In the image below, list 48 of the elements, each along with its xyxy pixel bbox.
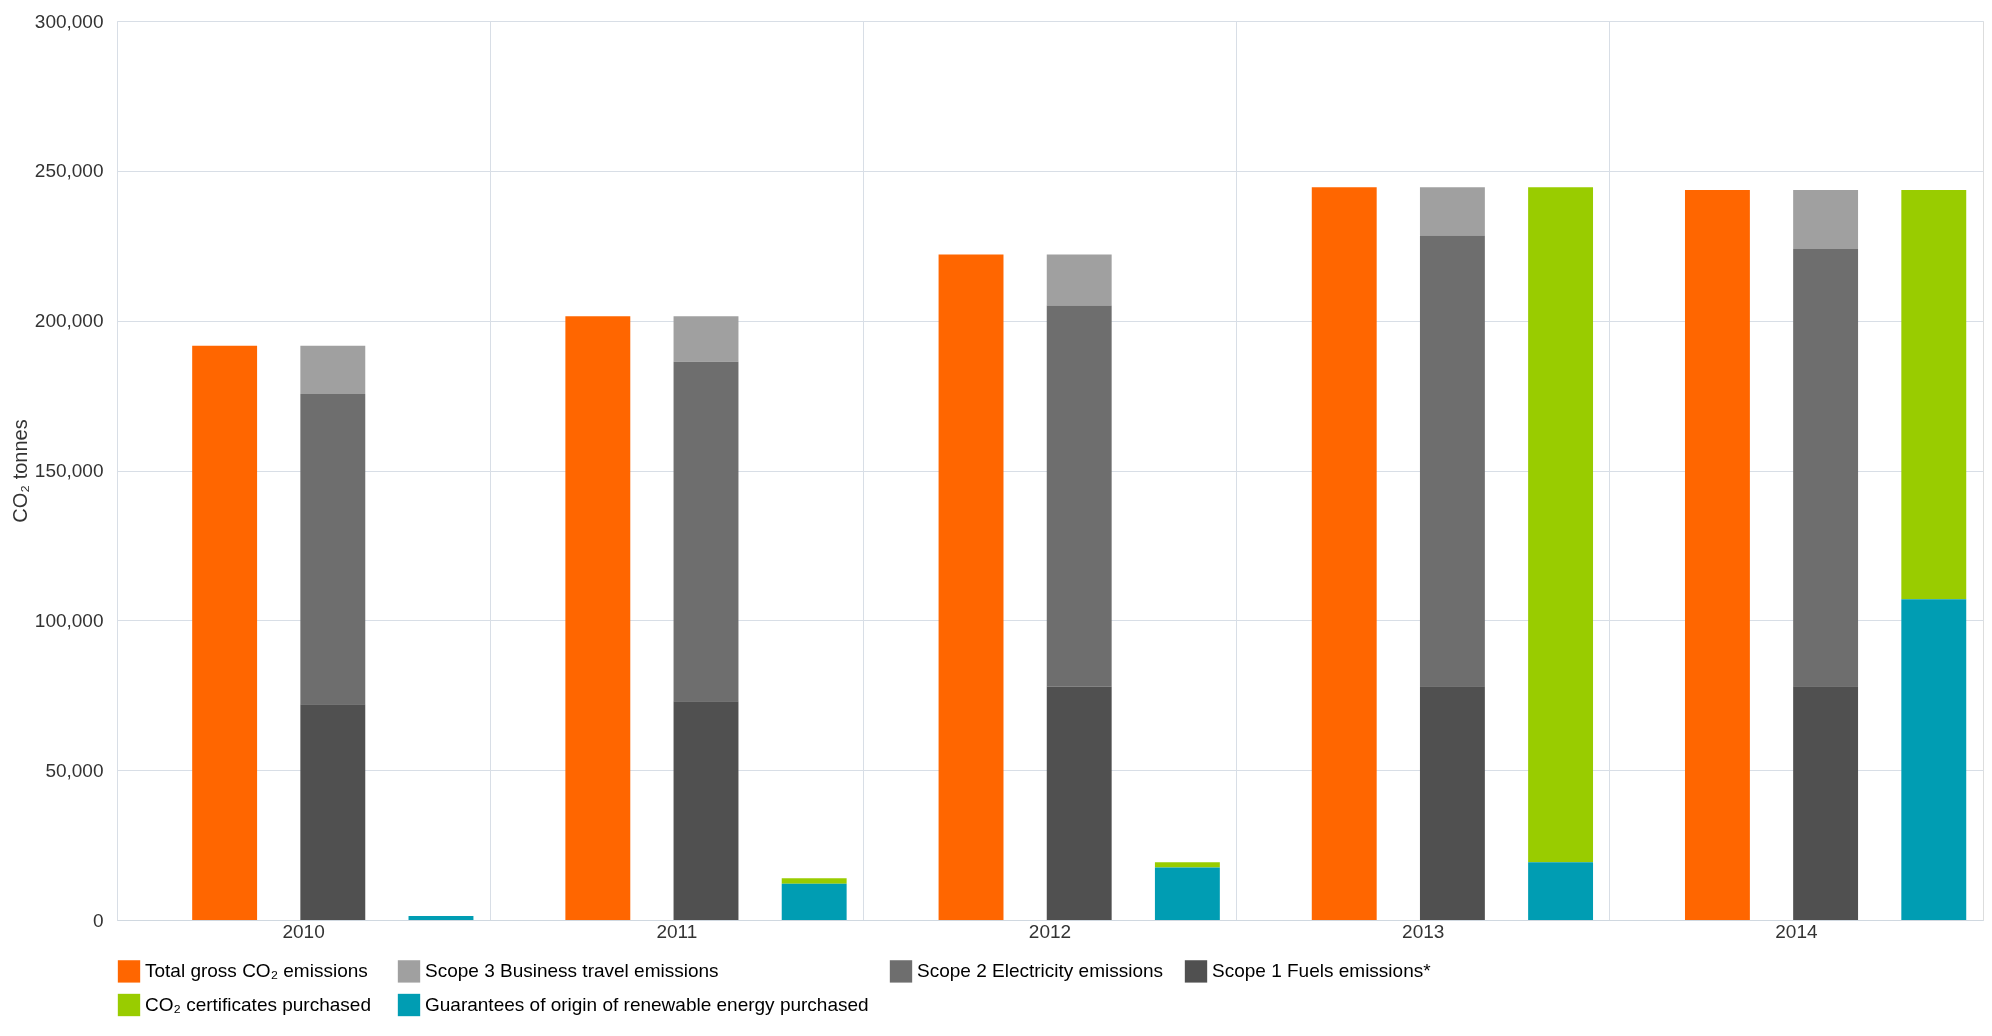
bar — [1793, 249, 1859, 687]
legend-label: Total gross CO₂ emissions — [145, 960, 368, 982]
x-tick-label: 2010 — [282, 920, 325, 942]
bar — [1154, 867, 1220, 920]
bar — [781, 878, 847, 884]
bar — [673, 701, 739, 920]
y-axis-title: CO₂ tonnes — [8, 419, 31, 523]
bar — [1419, 187, 1485, 236]
y-tick-label: 50,000 — [45, 759, 104, 781]
y-tick-label: 200,000 — [34, 310, 104, 332]
bar — [1046, 305, 1112, 687]
y-tick-label: 100,000 — [34, 609, 104, 631]
bar — [565, 316, 631, 920]
bar — [781, 883, 847, 920]
y-tick-label: 250,000 — [34, 160, 104, 182]
y-tick-label: 300,000 — [34, 10, 104, 32]
bar — [1901, 599, 1967, 920]
y-tick-label: 0 — [92, 909, 104, 931]
bar — [1793, 686, 1859, 920]
bar — [300, 345, 366, 395]
bar — [1046, 686, 1112, 920]
bar — [673, 316, 739, 362]
bar — [1793, 190, 1859, 250]
x-tick-label: 2011 — [656, 920, 698, 942]
bar — [1311, 187, 1377, 920]
bar — [1684, 190, 1750, 920]
bar — [300, 704, 366, 920]
bar — [1419, 235, 1485, 687]
bar — [1046, 254, 1112, 306]
bar — [1528, 862, 1594, 920]
y-tick-label: 150,000 — [34, 460, 104, 481]
bar — [1154, 862, 1220, 868]
x-tick-label: 2014 — [1775, 920, 1818, 942]
bar — [1901, 190, 1967, 600]
bar — [408, 916, 474, 920]
legend-label: Guarantees of origin of renewable energy purchased — [425, 994, 869, 1015]
legend-label: Scope 2 Electricity emissions — [917, 960, 1164, 982]
bar — [300, 394, 366, 705]
legend-label: Scope 3 Business travel emissions — [425, 960, 719, 982]
x-tick-label: 2013 — [1402, 920, 1445, 942]
legend-label: CO₂ certificates purchased — [145, 994, 371, 1015]
bar — [1419, 686, 1485, 920]
bar — [938, 254, 1004, 920]
bar — [673, 361, 739, 702]
legend-label: Scope 1 Fuels emissions* — [1212, 960, 1432, 982]
bar — [192, 345, 258, 920]
bar — [1528, 187, 1594, 863]
x-tick-label: 2012 — [1028, 920, 1072, 942]
